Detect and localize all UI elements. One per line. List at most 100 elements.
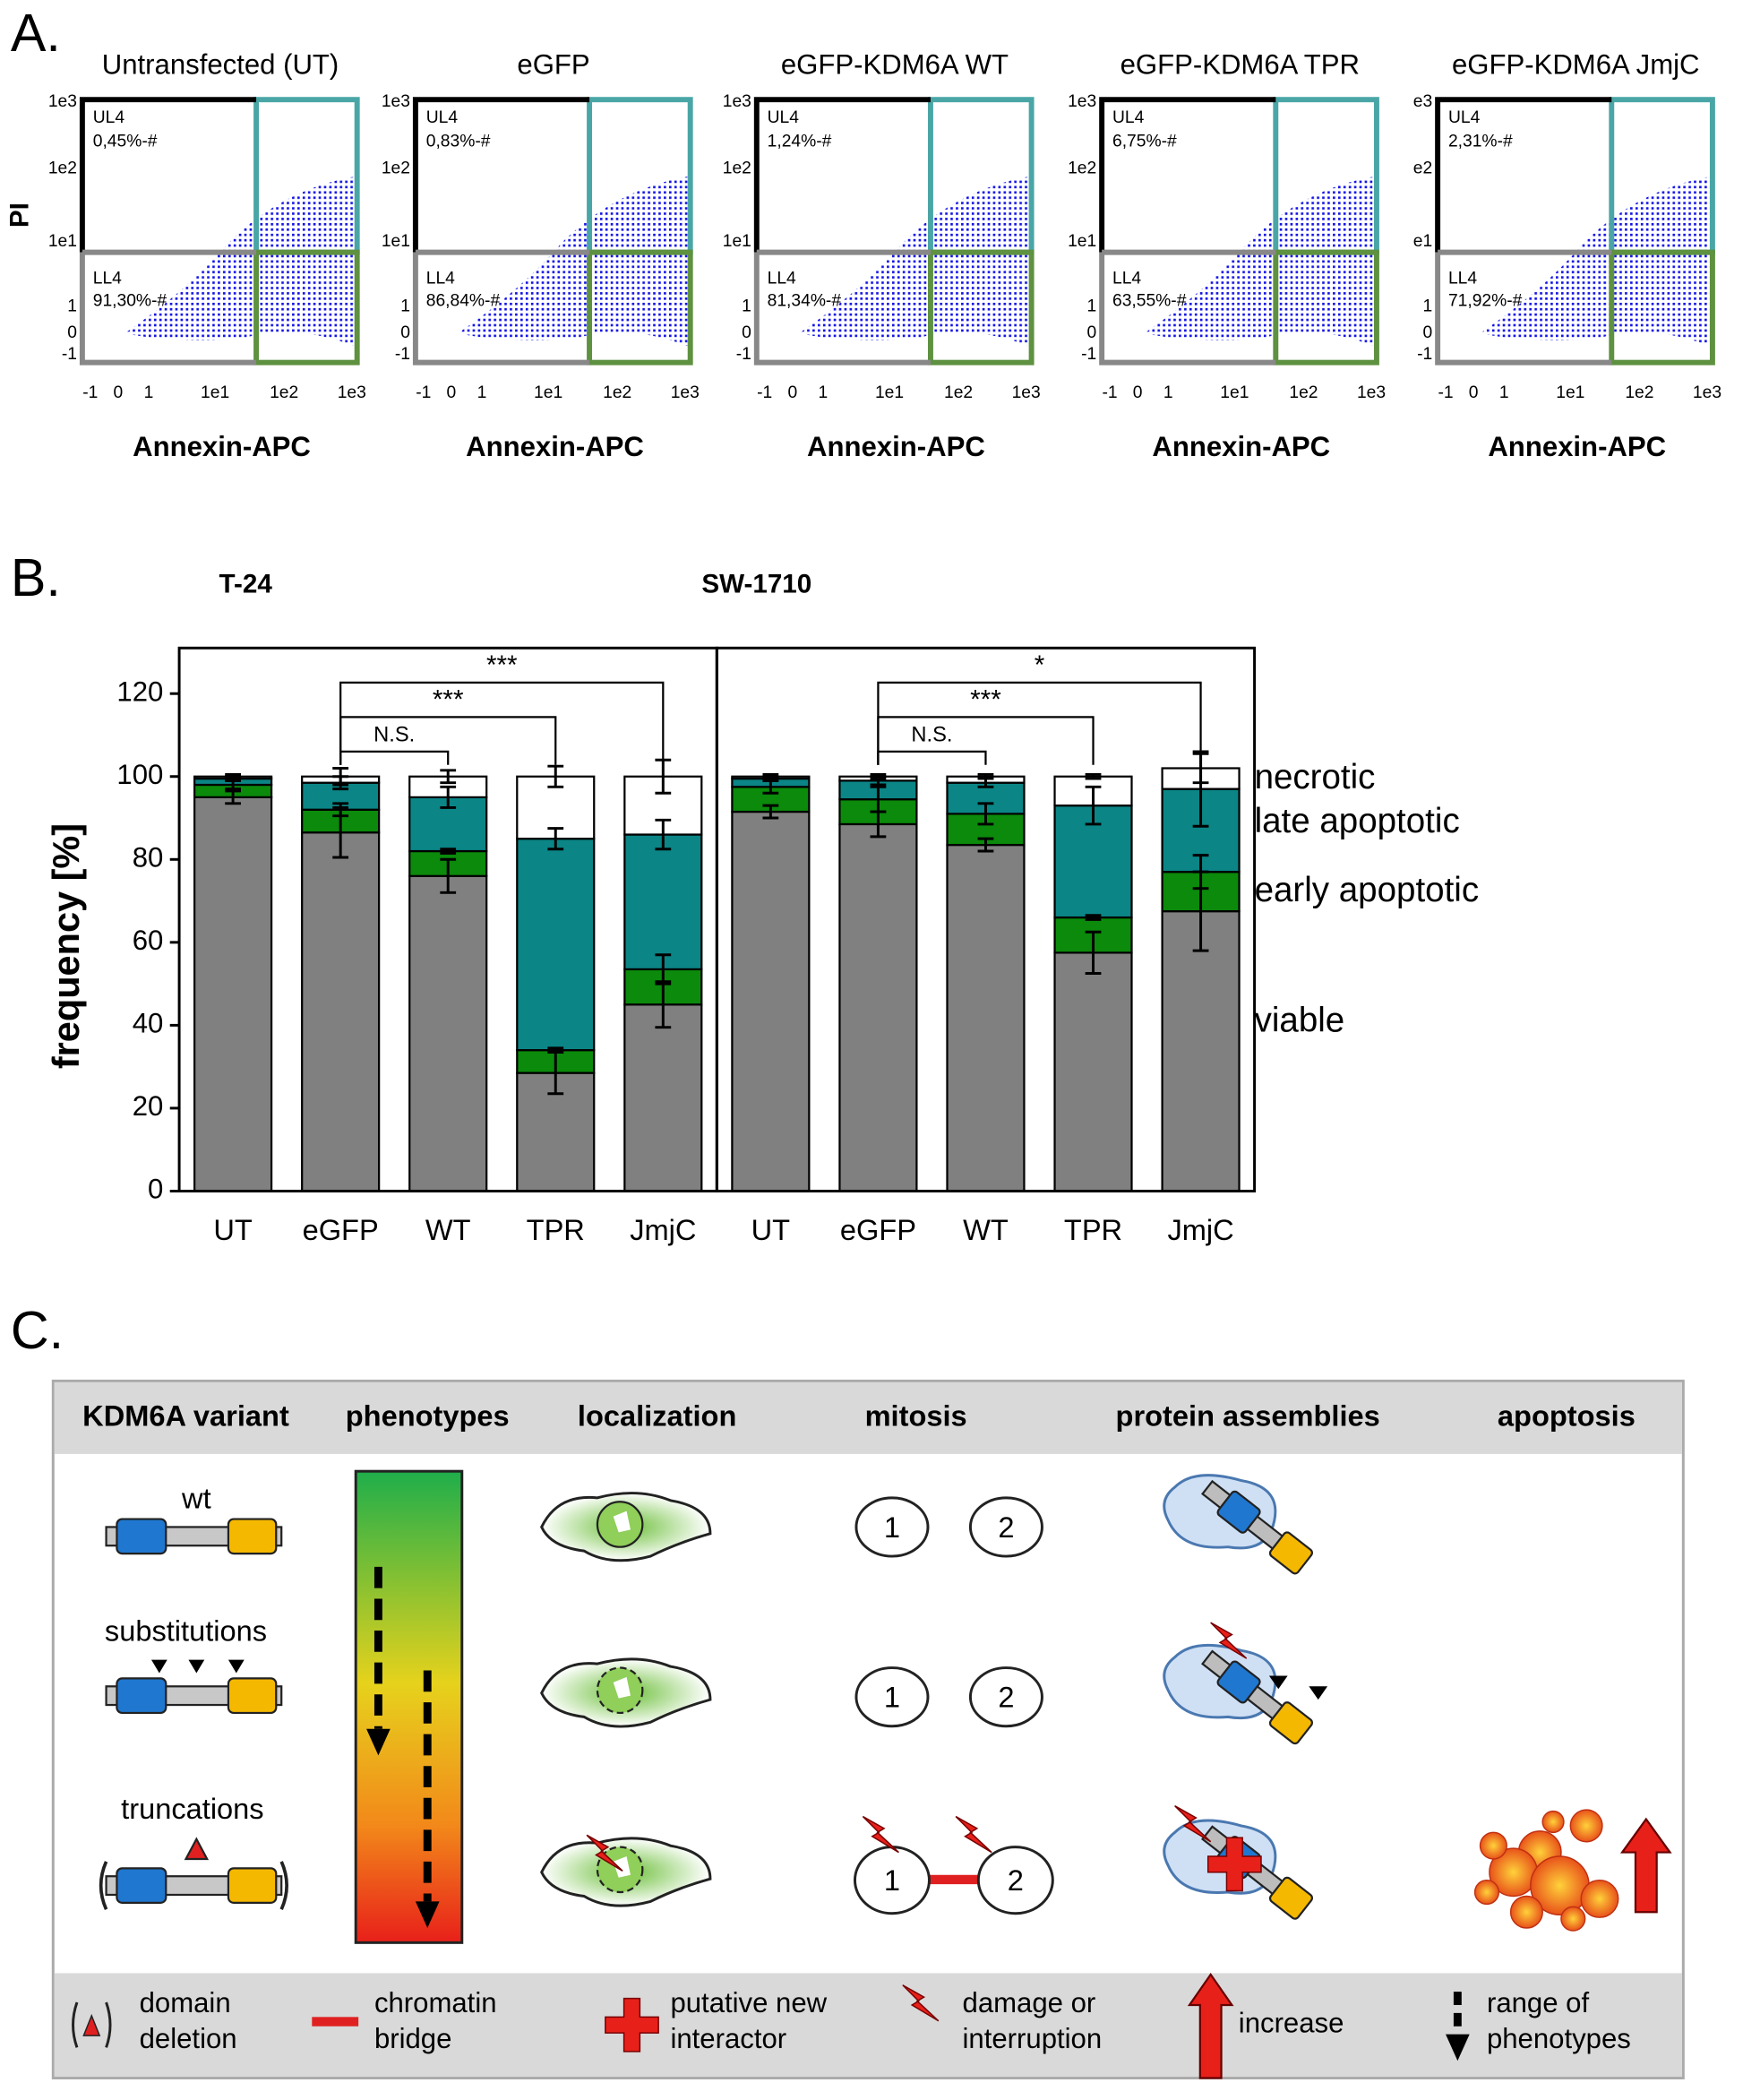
- x-tick-label: 0: [1133, 383, 1143, 402]
- gate-percent: 0,83%-#: [426, 133, 491, 151]
- y-tick-label: 1e3: [48, 92, 77, 111]
- gate-name: LL4: [1112, 269, 1141, 288]
- error-bar: [1085, 930, 1102, 976]
- bar-segment: [408, 874, 488, 1192]
- y-tick-label: 1: [1086, 297, 1096, 315]
- y-tick-label: e1: [1413, 232, 1432, 251]
- row-label: wt: [181, 1481, 211, 1514]
- y-tick-label: 0: [148, 1174, 163, 1205]
- x-tick-label: 0: [787, 383, 797, 402]
- bracket: [279, 1861, 288, 1911]
- error-bar: [655, 953, 672, 985]
- table-footer: [54, 1973, 1682, 2078]
- gate-lower-right: [1273, 249, 1379, 366]
- gate-percent: 2,31%-#: [1448, 133, 1513, 151]
- nucleolus: [613, 1510, 631, 1533]
- substitution-marker: [188, 1659, 205, 1674]
- mitosis-label: 1: [884, 1510, 900, 1544]
- table-header: [54, 1381, 1682, 1454]
- x-tick-label: 1e2: [1289, 383, 1318, 402]
- range-arrow-head: [415, 1901, 440, 1929]
- error-bar: [870, 772, 887, 780]
- significance-bracket: [339, 681, 665, 765]
- gate-upper-left: [1099, 97, 1276, 253]
- y-tick-label: e3: [1413, 92, 1432, 111]
- plot-title: eGFP: [517, 48, 589, 80]
- y-tick-label: 80: [133, 842, 164, 874]
- panel-label: B.: [11, 547, 61, 607]
- gate-name: LL4: [1448, 269, 1477, 288]
- x-tick-label: 1: [1163, 383, 1173, 402]
- error-bar: [440, 848, 457, 855]
- chart-title: T-24: [219, 569, 273, 598]
- gate-lower-left: [1099, 249, 1276, 366]
- gate-lower-left: [1435, 249, 1612, 366]
- error-bar: [332, 767, 349, 787]
- plot-title: Untransfected (UT): [102, 48, 339, 80]
- mitosis-cell: [968, 1666, 1043, 1728]
- x-tick-label: 1e2: [1625, 383, 1653, 402]
- x-tick-label: 1: [819, 383, 829, 402]
- bracket: [105, 2001, 112, 2048]
- bracket: [72, 2001, 79, 2048]
- error-bar: [225, 789, 242, 805]
- gate-lower-left: [753, 249, 931, 366]
- x-tick-label: 1e1: [201, 383, 229, 402]
- plot-title: eGFP-KDM6A WT: [781, 48, 1009, 80]
- x-axis-title: Annexin-APC: [1488, 431, 1666, 462]
- chromatin-bridge: [926, 1874, 980, 1885]
- y-axis-title: PI: [5, 202, 35, 228]
- x-tick-label: 1e3: [338, 383, 366, 402]
- error-bar: [655, 818, 672, 851]
- y-tick-label: 1e3: [723, 92, 751, 111]
- x-tick-label: -1: [82, 383, 98, 402]
- y-tick-label: 0: [67, 323, 77, 342]
- x-tick-label: -1: [1102, 383, 1117, 402]
- deletion-marker: [82, 2013, 101, 2036]
- gate-percent: 71,92%-#: [1448, 292, 1523, 311]
- legend-text: damage or: [963, 1987, 1096, 2018]
- column-header: phenotypes: [346, 1399, 510, 1433]
- x-tick-label: 1e2: [944, 383, 973, 402]
- chart-title: SW-1710: [701, 569, 811, 598]
- y-tick-label: 1e2: [48, 159, 77, 177]
- y-tick-label: 1: [400, 297, 410, 315]
- event-cloud: [1144, 176, 1376, 347]
- significance-label: ***: [970, 684, 1001, 714]
- panel-label: A.: [11, 3, 61, 63]
- mitosis-label: 1: [884, 1863, 900, 1897]
- gate-name: UL4: [1448, 108, 1481, 127]
- x-tick-label: WT: [425, 1213, 471, 1246]
- substitution-marker: [150, 1659, 167, 1674]
- range-arrow-head: [1446, 2034, 1470, 2061]
- error-bar: [977, 837, 994, 853]
- apoptotic-bleb: [1569, 1809, 1603, 1843]
- significance-label: N.S.: [374, 723, 415, 746]
- event-cloud: [124, 176, 356, 347]
- y-tick-label: -1: [1417, 345, 1432, 364]
- jmjc-domain: [1268, 1531, 1314, 1575]
- error-bar: [762, 772, 779, 780]
- phenotype-gradient: [354, 1469, 464, 1944]
- mitosis-cell: [968, 1496, 1043, 1558]
- x-tick-label: 1e3: [671, 383, 700, 402]
- x-tick-label: 1e3: [1693, 383, 1722, 402]
- x-axis-title: Annexin-APC: [1152, 431, 1330, 462]
- y-tick-label: -1: [62, 345, 77, 364]
- y-tick-label: 1e3: [1068, 92, 1096, 111]
- gate-name: LL4: [93, 269, 122, 288]
- mitosis-label: 2: [1008, 1863, 1024, 1897]
- gate-percent: 91,30%-#: [93, 292, 167, 311]
- new-interactor: [605, 1997, 659, 2053]
- increase-arrow: [1187, 1972, 1234, 2079]
- damage-bolt: [902, 1984, 940, 2022]
- error-bar: [547, 827, 564, 851]
- substitution-marker: [1268, 1675, 1288, 1690]
- y-tick-label: 0: [1086, 323, 1096, 342]
- y-tick-label: 1e1: [723, 232, 751, 251]
- x-tick-label: 1e3: [1012, 383, 1041, 402]
- x-tick-label: -1: [1438, 383, 1453, 402]
- gate-percent: 6,75%-#: [1112, 133, 1177, 151]
- error-bar: [762, 804, 779, 820]
- error-bar: [547, 764, 564, 788]
